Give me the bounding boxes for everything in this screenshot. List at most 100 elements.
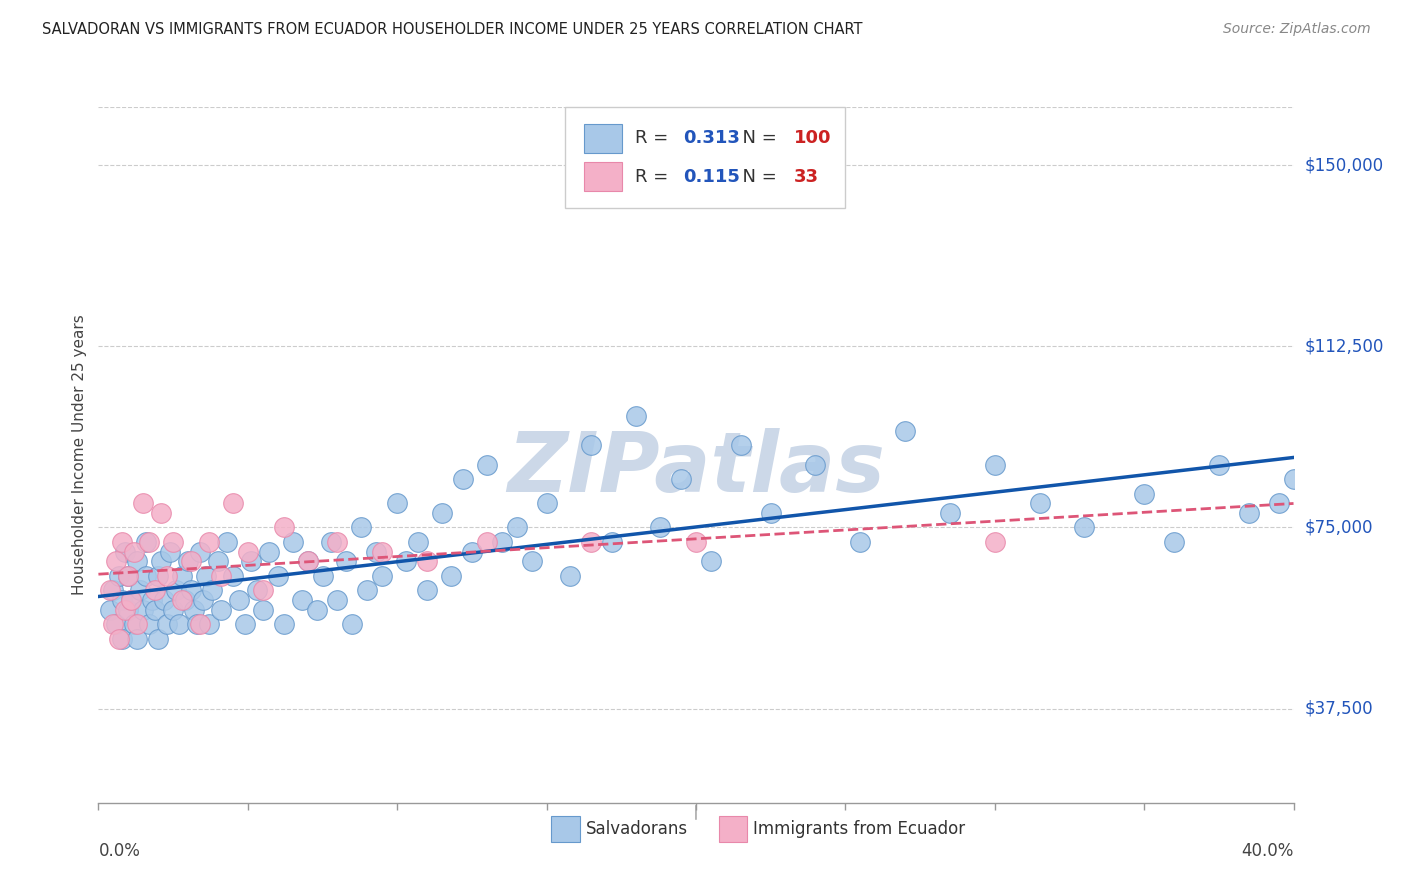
Point [207,554,229,568]
Point [849,534,872,549]
Point [124,617,146,632]
Text: R =: R = [636,129,673,147]
Point [209,568,232,582]
Text: N =: N = [731,168,782,186]
FancyBboxPatch shape [583,124,621,153]
Point [117,568,139,582]
Point [1237,506,1260,520]
Point [239,554,262,568]
Point [669,472,692,486]
Point [198,617,221,632]
Point [1208,458,1230,472]
Point [804,458,827,472]
Point [127,617,149,632]
Point [198,534,221,549]
Point [491,534,513,549]
Point [105,554,128,568]
Point [236,544,259,558]
Text: $150,000: $150,000 [1305,156,1384,174]
Point [162,602,184,616]
Point [685,534,707,549]
Text: 33: 33 [794,168,818,186]
Point [371,568,394,582]
Text: R =: R = [636,168,673,186]
Point [156,617,179,632]
Point [201,583,224,598]
Text: ZIPatlas: ZIPatlas [508,428,884,509]
Point [273,520,295,534]
Point [252,583,274,598]
Point [156,568,179,582]
Point [267,568,290,582]
Point [233,617,256,632]
Point [98,602,122,616]
Point [127,554,149,568]
Point [416,583,439,598]
Point [177,554,200,568]
Point [430,506,453,520]
Text: $37,500: $37,500 [1305,699,1374,717]
Point [135,534,157,549]
Point [581,438,603,452]
Point [475,458,498,472]
Text: 40.0%: 40.0% [1241,842,1294,860]
Point [759,506,782,520]
Point [1028,496,1050,510]
Text: 0.115: 0.115 [683,168,740,186]
Point [114,544,136,558]
Point [153,592,176,607]
Point [305,602,328,616]
Point [536,496,558,510]
Point [162,534,184,549]
Point [290,592,312,607]
Point [183,602,205,616]
Point [252,602,274,616]
Point [730,438,752,452]
Text: Salvadorans: Salvadorans [586,821,688,838]
Point [186,617,208,632]
Point [281,534,304,549]
Point [135,568,157,582]
Point [560,568,582,582]
Point [215,534,238,549]
Point [167,617,190,632]
Point [600,534,623,549]
Point [103,617,125,632]
Point [120,592,142,607]
Text: $112,500: $112,500 [1305,337,1384,355]
Point [120,592,142,607]
Point [209,602,232,616]
Point [103,583,125,598]
Text: 100: 100 [794,129,831,147]
Point [246,583,269,598]
Point [311,568,333,582]
Point [111,592,134,607]
Point [581,534,603,549]
Point [1282,472,1305,486]
Text: 0.313: 0.313 [683,129,740,147]
Point [172,592,194,607]
Point [1073,520,1095,534]
Point [1163,534,1185,549]
Point [406,534,429,549]
Text: Source: ZipAtlas.com: Source: ZipAtlas.com [1223,22,1371,37]
FancyBboxPatch shape [565,107,845,208]
Point [461,544,484,558]
Point [143,583,166,598]
Point [395,554,418,568]
Point [150,506,173,520]
Point [326,534,349,549]
Point [105,617,128,632]
Point [165,583,187,598]
Point [117,568,139,582]
Point [335,554,357,568]
Point [180,583,202,598]
Point [138,534,160,549]
Point [648,520,672,534]
Point [174,592,197,607]
Point [1267,496,1289,510]
Point [356,583,378,598]
Point [129,583,152,598]
Point [624,409,647,424]
Point [228,592,250,607]
